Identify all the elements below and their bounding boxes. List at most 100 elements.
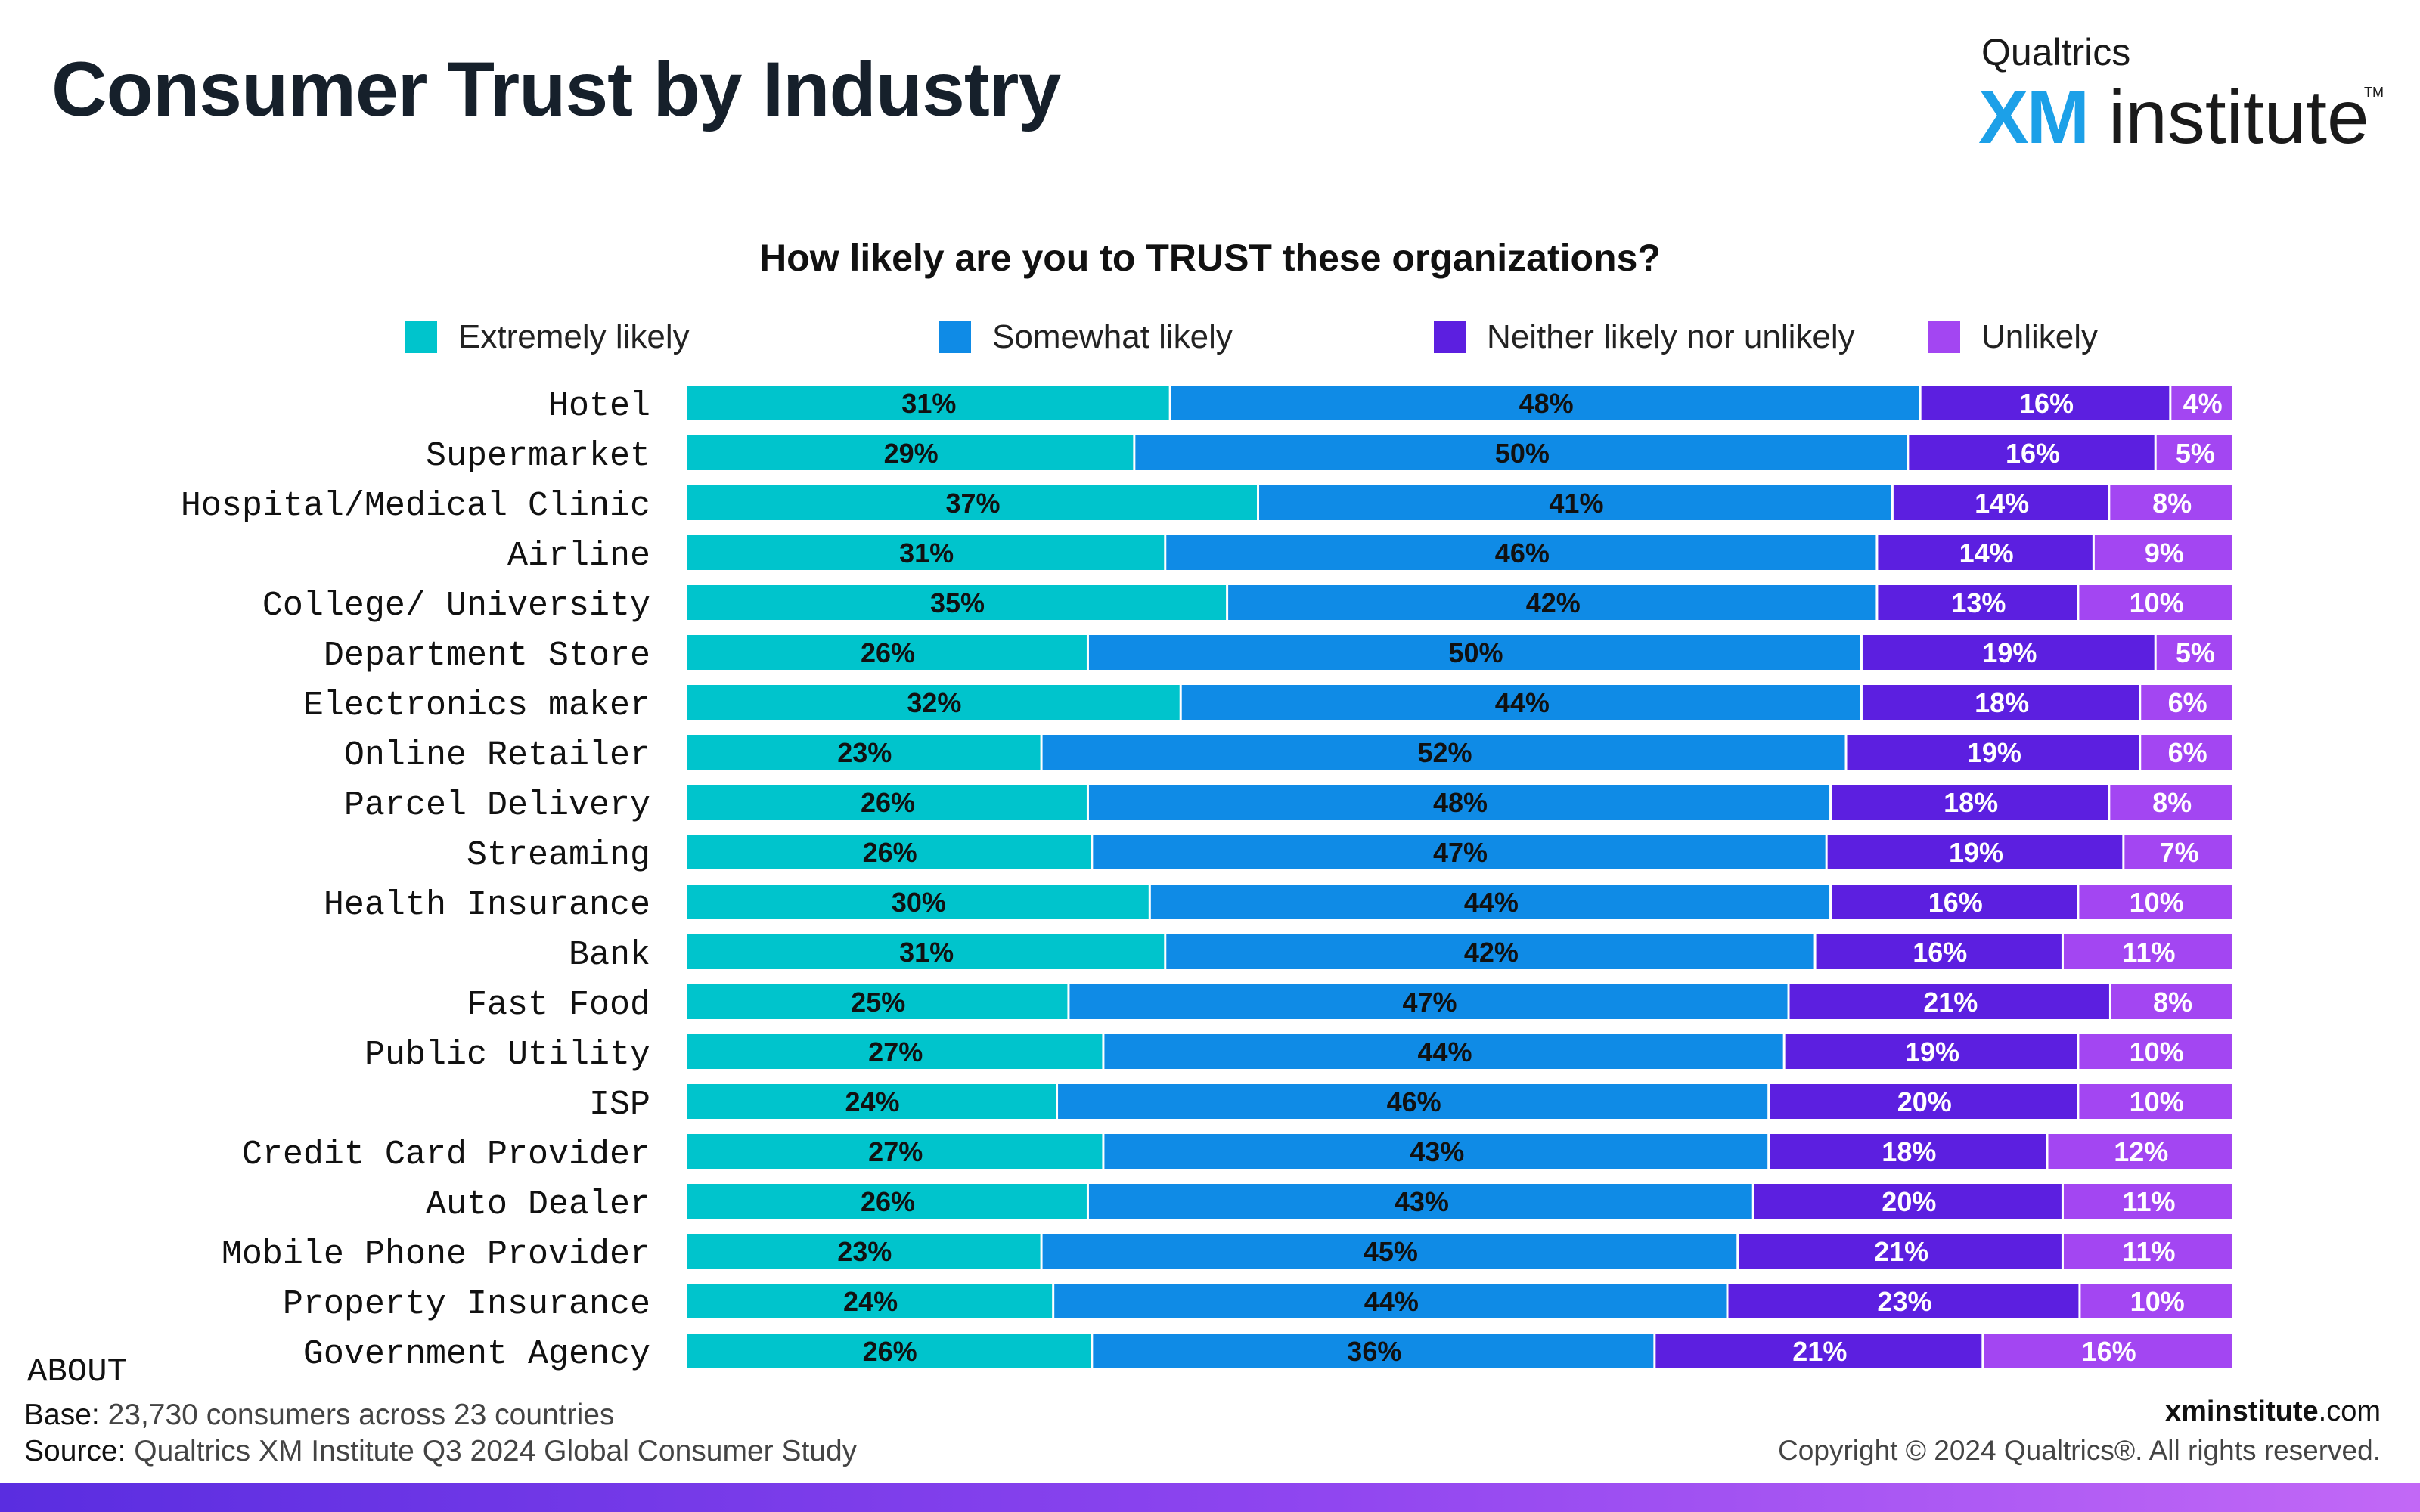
bar-segment: [1816, 934, 2062, 969]
legend-label: Somewhat likely: [992, 318, 1233, 355]
data-label: 36%: [1347, 1336, 1401, 1367]
data-label: 19%: [1949, 837, 2003, 868]
data-label: 31%: [901, 388, 956, 419]
bar-segment: [2141, 735, 2232, 770]
data-label: 26%: [863, 1336, 917, 1367]
data-label: 26%: [861, 787, 915, 818]
data-label: 8%: [2153, 987, 2192, 1018]
data-label: 44%: [1364, 1286, 1419, 1317]
data-label: 18%: [1975, 687, 2029, 718]
bar-segment: [2156, 435, 2232, 470]
base-value: 23,730 consumers across 23 countries: [99, 1399, 615, 1431]
bar-segment: [1150, 885, 1830, 919]
bar-segment: [2080, 1284, 2232, 1318]
bar-segment: [2094, 535, 2232, 570]
bar-segment: [1181, 685, 1860, 720]
bar-segment: [2063, 934, 2232, 969]
bar-segment: [1754, 1184, 2062, 1219]
bar-segment: [2141, 685, 2232, 720]
bar-segment: [1878, 535, 2093, 570]
category-label: Auto Dealer: [426, 1185, 650, 1224]
data-label: 47%: [1433, 837, 1488, 868]
bar-segment: [687, 435, 1134, 470]
bar-segment: [687, 535, 1165, 570]
data-label: 16%: [1913, 937, 1967, 968]
bar-segment: [687, 1284, 1053, 1318]
logo-xm-text: XM: [1978, 75, 2090, 160]
bar-segment: [2156, 635, 2232, 670]
data-label: 21%: [1874, 1236, 1928, 1267]
data-label: 45%: [1364, 1236, 1418, 1267]
data-label: 14%: [1975, 488, 2029, 519]
bar-segment: [2110, 785, 2232, 820]
legend-item-extremely-likely: Extremely likely: [405, 314, 690, 360]
page-title: Consumer Trust by Industry: [51, 46, 1061, 132]
chart-title: How likely are you to TRUST these organi…: [759, 237, 1661, 279]
copyright-text: Copyright © 2024 Qualtrics®. All rights …: [1778, 1435, 2381, 1466]
source-key: Source:: [24, 1435, 126, 1467]
data-label: 12%: [2114, 1136, 2168, 1167]
bar-segment: [1088, 785, 1830, 820]
xm-institute-logo: Qualtrics XM institute TM: [1978, 30, 2390, 160]
website-link[interactable]: xminstitute.com: [2165, 1396, 2381, 1428]
category-label: Streaming: [467, 836, 650, 875]
bar-segment: [1093, 1334, 1654, 1368]
data-label: 5%: [2176, 438, 2215, 469]
legend-swatch: [405, 321, 437, 353]
bar-segment: [1655, 1334, 1982, 1368]
bar-segment: [2063, 1184, 2232, 1219]
data-label: 31%: [899, 538, 954, 569]
bar-segment: [1171, 386, 1919, 420]
data-label: 50%: [1448, 637, 1503, 668]
data-label: 23%: [1877, 1286, 1931, 1317]
bar-segment: [687, 1084, 1056, 1119]
data-label: 20%: [1882, 1186, 1936, 1217]
bar-segment: [687, 1334, 1091, 1368]
data-label: 44%: [1418, 1036, 1472, 1067]
data-label: 26%: [863, 837, 917, 868]
bar-segment: [1054, 1284, 1727, 1318]
bar-segment: [2079, 1084, 2232, 1119]
data-label: 19%: [1967, 737, 2021, 768]
bar-segment: [1259, 485, 1891, 520]
bar-segment: [1042, 1234, 1737, 1269]
bar-segment: [1909, 435, 2155, 470]
data-label: 18%: [1882, 1136, 1936, 1167]
bar-segment: [1228, 585, 1876, 620]
data-label: 16%: [2019, 388, 2074, 419]
bar-segment: [687, 1134, 1103, 1169]
bar-segment: [687, 1034, 1103, 1069]
data-label: 31%: [899, 937, 954, 968]
bar-segment: [1832, 785, 2108, 820]
data-label: 23%: [837, 1236, 892, 1267]
data-label: 9%: [2145, 538, 2184, 569]
category-label: ISP: [589, 1086, 650, 1124]
bar-segment: [2110, 485, 2232, 520]
category-label: Bank: [569, 936, 650, 974]
data-label: 5%: [2176, 637, 2215, 668]
category-label: Electronics maker: [303, 686, 650, 725]
data-label: 10%: [2130, 587, 2184, 618]
data-label: 11%: [2122, 937, 2175, 968]
data-label: 44%: [1495, 687, 1550, 718]
legend-label: Extremely likely: [458, 318, 690, 355]
bar-segment: [687, 835, 1091, 869]
category-label: Credit Card Provider: [242, 1136, 650, 1174]
category-label: Fast Food: [467, 986, 650, 1024]
data-label: 24%: [845, 1086, 899, 1117]
bar-segment: [2048, 1134, 2232, 1169]
legend-item-unlikely: Unlikely: [1928, 314, 2098, 360]
data-label: 43%: [1395, 1186, 1449, 1217]
legend-label: Neither likely nor unlikely: [1487, 318, 1855, 355]
data-label: 4%: [2183, 388, 2223, 419]
bar-segment: [1984, 1334, 2232, 1368]
data-label: 46%: [1387, 1086, 1441, 1117]
website-tld: .com: [2318, 1396, 2381, 1427]
data-label: 25%: [851, 987, 905, 1018]
category-label: Parcel Delivery: [344, 786, 650, 825]
bar-segment: [687, 885, 1149, 919]
bar-segment: [1827, 835, 2123, 869]
data-label: 21%: [1792, 1336, 1847, 1367]
data-label: 10%: [2130, 887, 2184, 918]
